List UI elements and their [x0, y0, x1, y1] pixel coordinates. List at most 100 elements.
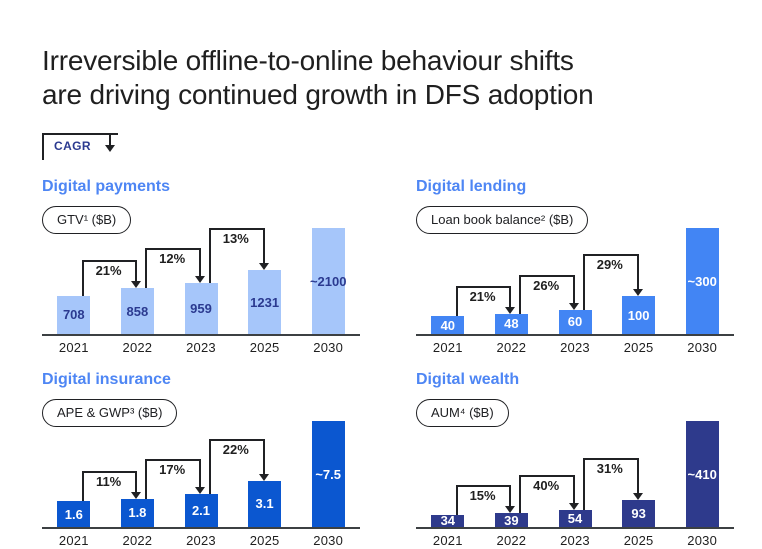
bar-2022: 48: [494, 313, 528, 334]
bar-value-label: ~300: [687, 273, 717, 289]
cagr-arrow-stem: [636, 457, 639, 494]
bar-chart-area: 40 48 60 100 ~300 21% 26% 29%: [416, 222, 734, 336]
year-label: 2022: [122, 533, 153, 548]
down-arrow-icon: [505, 306, 516, 314]
bar-value-label: ~7.5: [315, 466, 342, 482]
year-label: 2025: [623, 533, 654, 548]
cagr-connector-line: [145, 459, 199, 462]
cagr-arrow-stem: [135, 260, 138, 283]
cagr-arrow-stem: [199, 248, 201, 278]
chart-title: Digital payments: [42, 178, 171, 195]
cagr-legend-label: CAGR: [54, 139, 91, 153]
year-label: 2030: [687, 340, 718, 355]
cagr-connector-line: [209, 438, 263, 441]
down-arrow-icon: [632, 289, 643, 296]
year-label: 2025: [623, 340, 654, 355]
cagr-arrow-stem: [636, 254, 639, 290]
cagr-arrow-stem: [509, 285, 512, 308]
cagr-connector-line: [455, 485, 510, 488]
cagr-connector-stem: [455, 485, 458, 515]
cagr-connector-stem: [81, 470, 84, 502]
down-arrow-icon: [258, 263, 269, 271]
page-title-line-1: Irreversible offline-to-online behaviour…: [42, 45, 574, 76]
down-arrow-head-icon: [105, 145, 115, 152]
cagr-percent-label: 22%: [222, 441, 249, 457]
bar-chart-area: 708 858 959 1231 ~2100 21% 12% 13%: [42, 222, 360, 336]
bar-value-label: 858: [126, 303, 149, 319]
bar-value-label: 34: [440, 513, 456, 529]
bar-2030: ~410: [685, 421, 719, 527]
cagr-connector-line: [519, 274, 573, 277]
cagr-percent-label: 31%: [596, 460, 623, 476]
down-arrow-icon: [195, 487, 205, 495]
bar-value-label: 3.1: [255, 496, 274, 512]
cagr-arrow-stem: [573, 474, 575, 504]
year-label: 2021: [58, 340, 89, 355]
cagr-connector-line: [81, 260, 136, 263]
year-label: 2022: [496, 533, 527, 548]
chart-title: Digital insurance: [42, 371, 171, 388]
charts-grid: Digital payments GTV¹ ($B) 708 858 959 1231 ~2…: [42, 179, 734, 548]
cagr-connector-stem: [583, 457, 585, 510]
bar-value-label: 2.1: [191, 503, 211, 519]
cagr-connector-line: [209, 228, 263, 231]
bar-value-label: 60: [567, 314, 583, 330]
bar-value-label: 708: [62, 307, 85, 323]
bar-chart-area: 34 39 54 93 ~410 15% 40% 31%: [416, 415, 734, 529]
year-label: 2021: [432, 533, 463, 548]
down-arrow-icon: [258, 473, 269, 481]
year-label: 2023: [560, 340, 590, 355]
chart-digital-wealth: Digital wealth AUM⁴ ($B) 34 39 54 93 ~410 15% 40…: [416, 372, 734, 548]
bar-value-label: 54: [567, 510, 583, 526]
cagr-connector-line: [583, 457, 637, 460]
cagr-legend: CAGR: [42, 133, 118, 160]
bar-2021: 708: [57, 295, 91, 334]
cagr-connector-stem: [519, 274, 522, 314]
year-label: 2022: [122, 340, 153, 355]
metric-pill: Loan book balance² ($B): [416, 206, 589, 234]
cagr-percent-label: 21%: [95, 263, 122, 279]
bar-chart-area: 1.6 1.8 2.1 3.1 ~7.5 11% 17% 22%: [42, 415, 360, 529]
cagr-connector-line: [455, 285, 510, 288]
metric-pill: GTV¹ ($B): [42, 206, 132, 234]
cagr-percent-label: 11%: [95, 473, 122, 489]
cagr-connector-line: [583, 254, 637, 256]
cagr-connector-stem: [145, 459, 148, 499]
cagr-arrow-stem: [135, 470, 138, 493]
cagr-arrow-stem: [262, 438, 265, 475]
bar-value-label: 48: [504, 316, 519, 332]
year-axis-labels: 2021 2022 2023 2025 2030: [416, 336, 734, 355]
page-title-line-2: are driving continued growth in DFS adop…: [42, 79, 594, 110]
bar-value-label: ~410: [687, 466, 717, 482]
cagr-percent-label: 15%: [469, 488, 496, 504]
bar-value-label: 40: [440, 317, 456, 333]
bar-2025: 1231: [248, 270, 282, 334]
year-axis-labels: 2021 2022 2023 2025 2030: [42, 529, 360, 548]
chart-title: Digital lending: [416, 178, 527, 195]
bar-2022: 858: [120, 288, 154, 334]
bar-2021: 40: [431, 316, 465, 334]
year-label: 2025: [249, 340, 280, 355]
cagr-percent-label: 13%: [222, 231, 249, 247]
bar-2022: 39: [494, 512, 528, 528]
cagr-connector-stem: [209, 438, 211, 495]
down-arrow-icon: [195, 276, 205, 284]
year-label: 2023: [560, 533, 590, 548]
metric-pill-row: APE & GWP³ ($B): [42, 399, 360, 427]
cagr-connector-stem: [455, 285, 458, 317]
chart-digital-insurance: Digital insurance APE & GWP³ ($B) 1.6 1.8 2.…: [42, 372, 360, 548]
bar-value-label: 39: [504, 512, 519, 528]
bar-2030: ~7.5: [311, 421, 345, 527]
cagr-connector-stem: [81, 260, 84, 296]
cagr-percent-label: 21%: [469, 288, 496, 304]
year-label: 2023: [186, 533, 216, 548]
cagr-percent-label: 12%: [159, 251, 186, 267]
bar-2030: ~2100: [310, 228, 346, 334]
bar-value-label: 959: [190, 301, 212, 317]
year-label: 2025: [249, 533, 280, 548]
bar-value-label: 1.8: [128, 505, 147, 521]
down-arrow-icon: [131, 491, 142, 499]
slide-header: Irreversible offline-to-online behaviour…: [42, 44, 734, 160]
cagr-connector-stem: [145, 248, 148, 289]
bar-2022: 1.8: [120, 498, 154, 527]
